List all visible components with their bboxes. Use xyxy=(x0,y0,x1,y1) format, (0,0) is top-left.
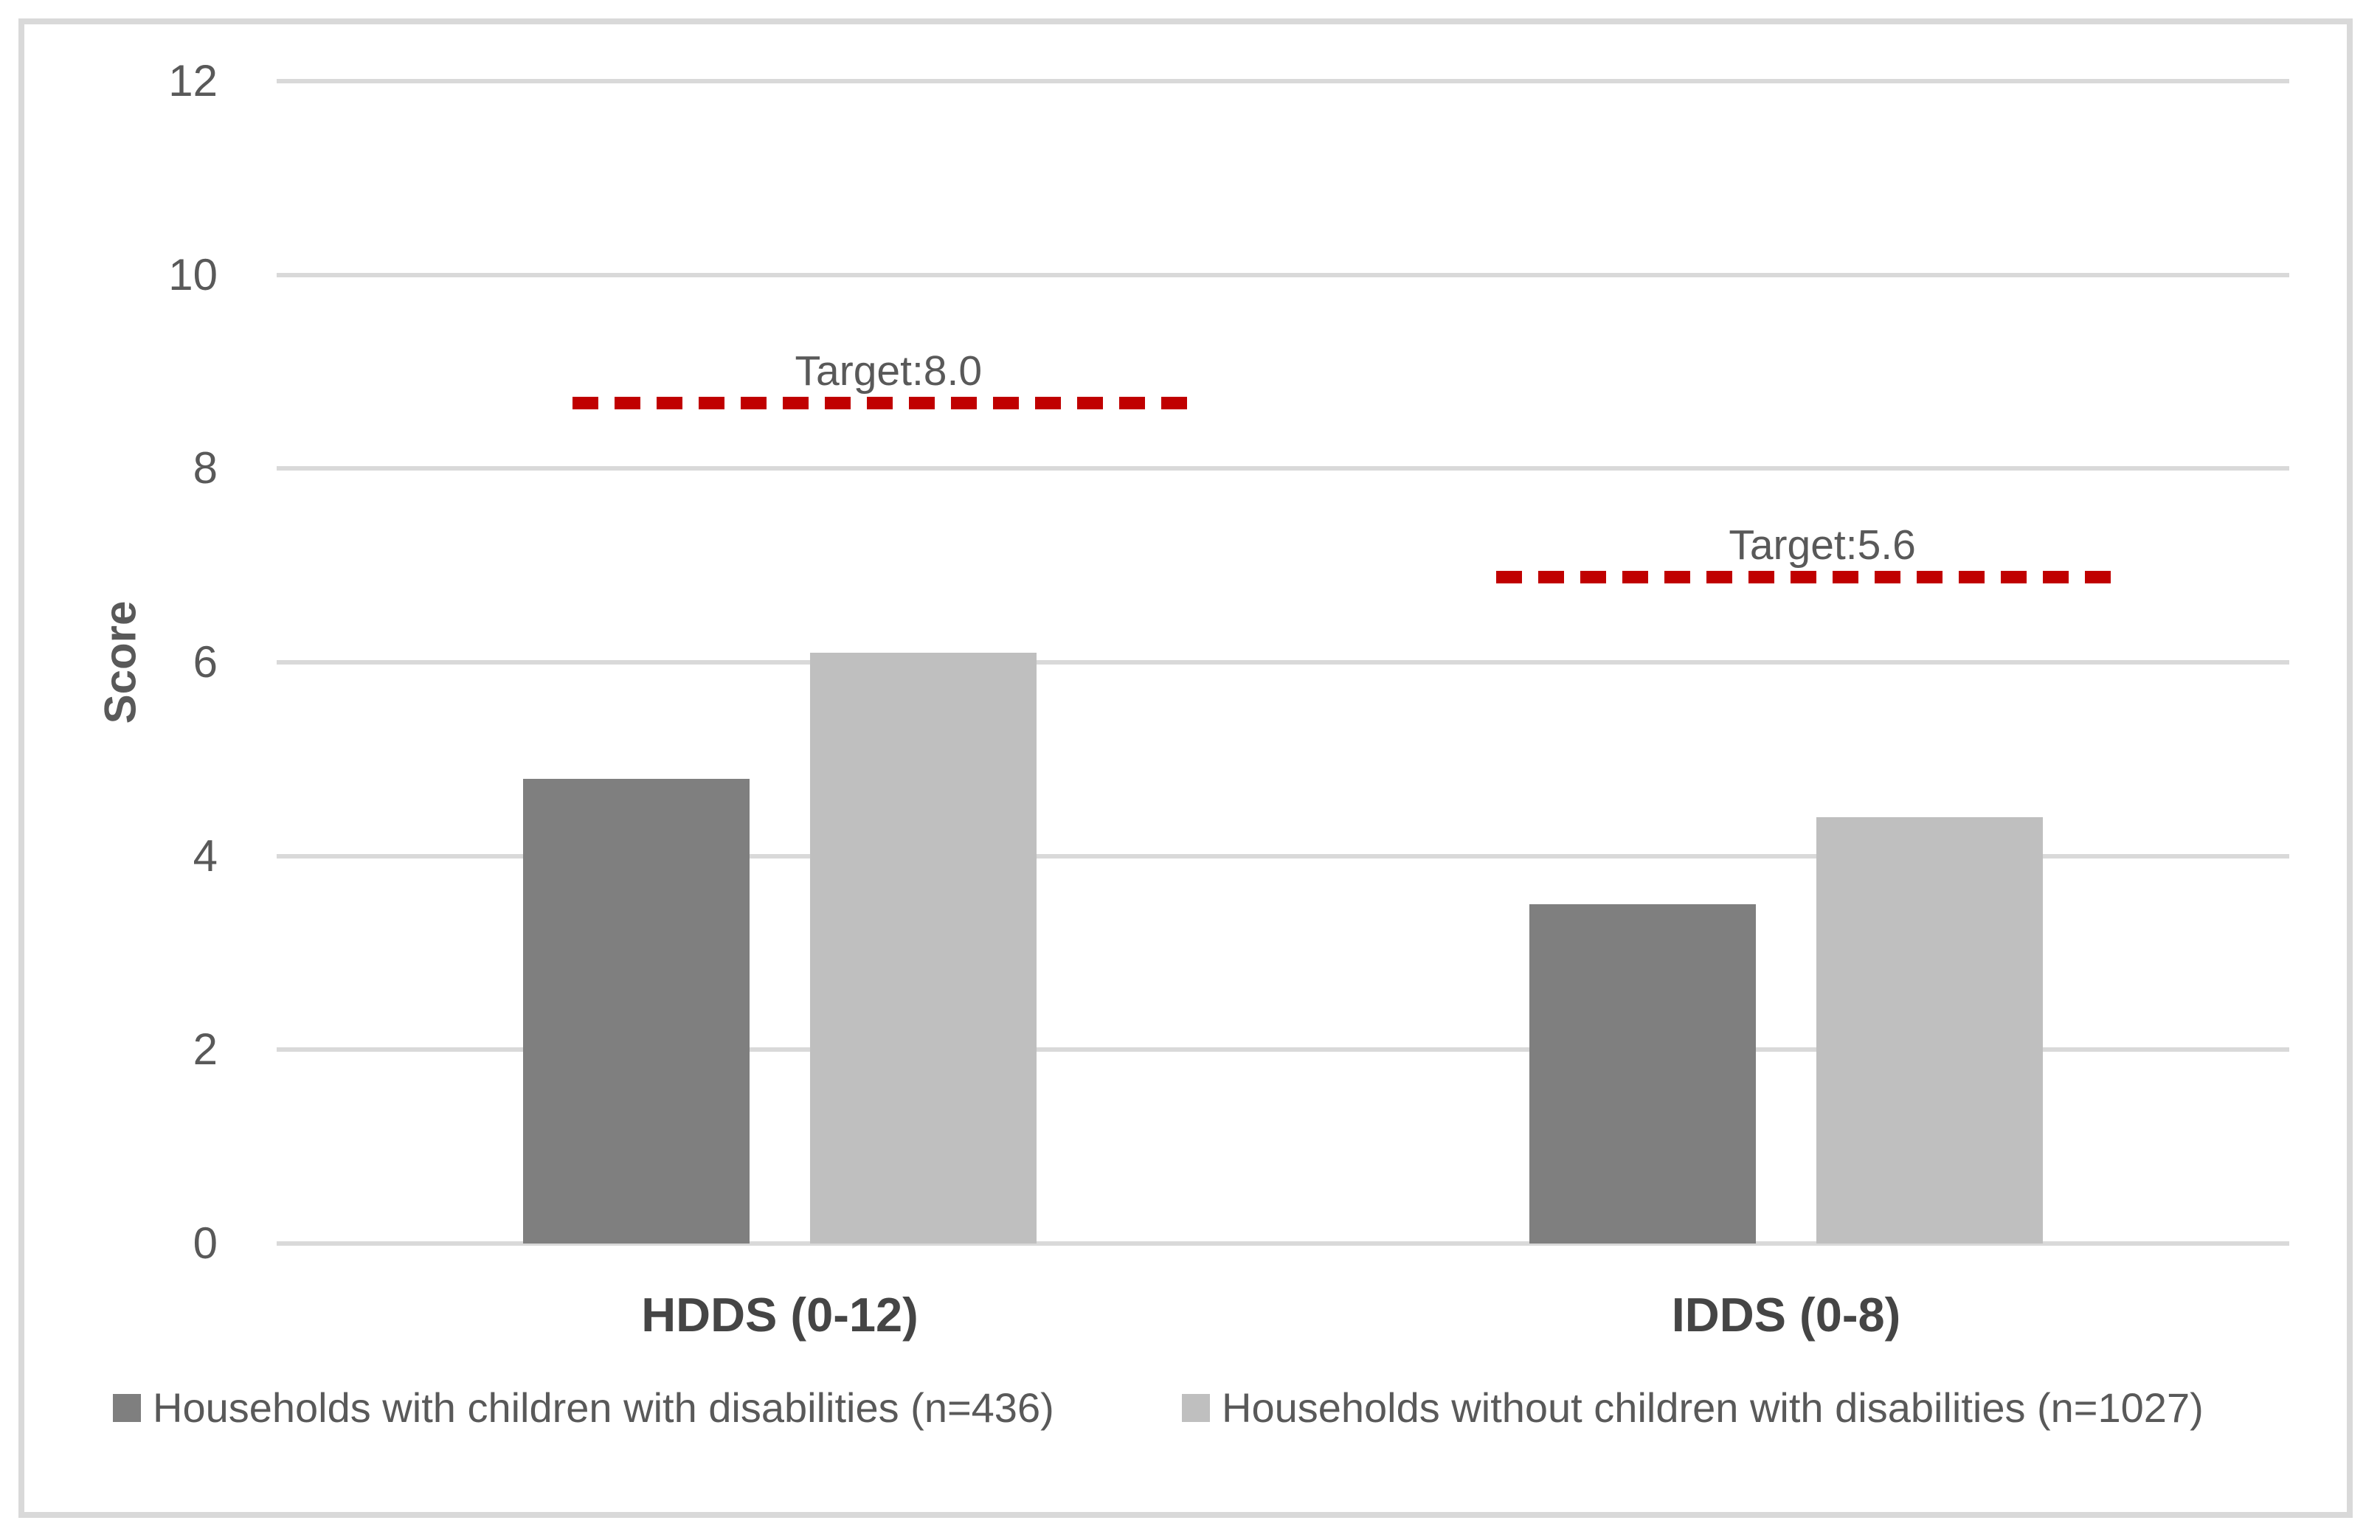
legend-swatch xyxy=(113,1394,141,1423)
gridline xyxy=(277,79,2289,83)
legend-label: Households with children with disabiliti… xyxy=(153,1384,1054,1431)
bar-with-disabilities-idds xyxy=(1529,904,1756,1244)
y-tick-label: 2 xyxy=(193,1024,218,1075)
gridline xyxy=(277,1047,2289,1052)
gridline xyxy=(277,466,2289,471)
x-category-label: IDDS (0-8) xyxy=(1671,1288,1901,1342)
bar-with-disabilities-hdds xyxy=(523,778,750,1244)
chart-border xyxy=(18,18,2353,1518)
y-tick-label: 0 xyxy=(193,1218,218,1268)
target-dashed-line xyxy=(1496,571,2127,584)
gridline xyxy=(277,853,2289,859)
target-dashed-line xyxy=(572,397,1203,410)
y-tick-label: 8 xyxy=(193,443,218,493)
gridline xyxy=(277,1241,2289,1246)
x-category-label: HDDS (0-12) xyxy=(641,1288,919,1342)
legend-label: Households without children with disabil… xyxy=(1222,1384,2204,1431)
plot-area: Target:8.0 Target:5.6 xyxy=(277,79,2289,1246)
legend-item: Households with children with disabiliti… xyxy=(113,1384,1054,1432)
bar-without-disabilities-idds xyxy=(1816,817,2043,1244)
target-label: Target:8.0 xyxy=(795,347,983,395)
y-tick-label: 6 xyxy=(193,637,218,687)
y-tick-label: 4 xyxy=(193,830,218,881)
y-tick-label: 10 xyxy=(168,249,218,299)
legend-swatch xyxy=(1182,1394,1210,1423)
legend-item: Households without children with disabil… xyxy=(1182,1384,2204,1432)
bar-without-disabilities-hdds xyxy=(810,652,1037,1244)
gridline xyxy=(277,272,2289,277)
y-tick-label: 12 xyxy=(168,56,218,105)
gridline xyxy=(277,660,2289,665)
target-label: Target:5.6 xyxy=(1729,521,1916,569)
